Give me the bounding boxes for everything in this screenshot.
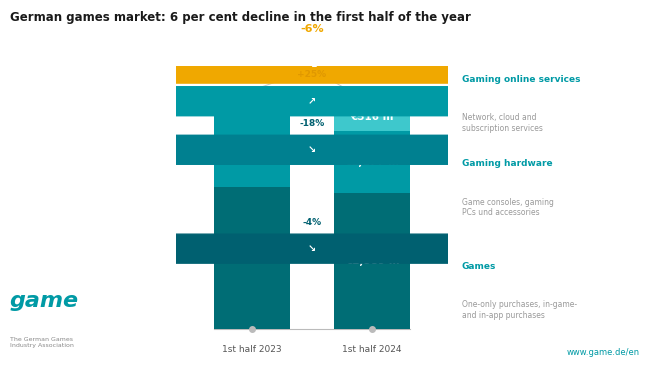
Circle shape [0, 44, 650, 83]
Text: -4%: -4% [302, 218, 322, 227]
Text: ↘: ↘ [308, 145, 316, 155]
Text: €516 m: €516 m [350, 112, 394, 122]
Text: The German Games
Industry Association: The German Games Industry Association [10, 337, 73, 348]
Text: game: game [10, 291, 79, 311]
Text: ↗: ↗ [308, 96, 316, 106]
Text: 1st half 2024: 1st half 2024 [343, 345, 402, 354]
Text: €1,177 m: €1,177 m [344, 157, 400, 167]
Circle shape [0, 87, 650, 116]
Bar [214, 90, 290, 112]
Text: Gaming online services: Gaming online services [462, 75, 580, 84]
Text: Games: Games [462, 262, 496, 271]
Bar [214, 112, 290, 187]
Text: €2,589 m: €2,589 m [344, 256, 399, 266]
Text: €2,693 m: €2,693 m [225, 253, 280, 264]
Bar [334, 104, 410, 131]
Text: +25%: +25% [298, 71, 326, 79]
Text: €1,430 m: €1,430 m [224, 145, 280, 155]
Text: ↘: ↘ [308, 244, 316, 254]
Bar [334, 131, 410, 193]
Bar [214, 187, 290, 329]
Text: -18%: -18% [300, 119, 324, 128]
Text: Game consoles, gaming
PCs und accessories: Game consoles, gaming PCs und accessorie… [462, 198, 553, 217]
Bar [334, 193, 410, 329]
Text: ↘: ↘ [306, 56, 318, 71]
Circle shape [0, 135, 650, 164]
Text: Network, cloud and
subscription services: Network, cloud and subscription services [462, 113, 542, 133]
Text: www.game.de/en: www.game.de/en [567, 348, 640, 357]
Text: €413 m: €413 m [230, 96, 274, 106]
Text: One-only purchases, in-game-
and in-app purchases: One-only purchases, in-game- and in-app … [462, 300, 577, 320]
Text: -6%: -6% [300, 24, 324, 34]
Text: Gaming hardware: Gaming hardware [462, 159, 552, 168]
Circle shape [0, 234, 650, 263]
Text: German games market: 6 per cent decline in the first half of the year: German games market: 6 per cent decline … [10, 11, 471, 24]
Text: 1st half 2023: 1st half 2023 [222, 345, 281, 354]
